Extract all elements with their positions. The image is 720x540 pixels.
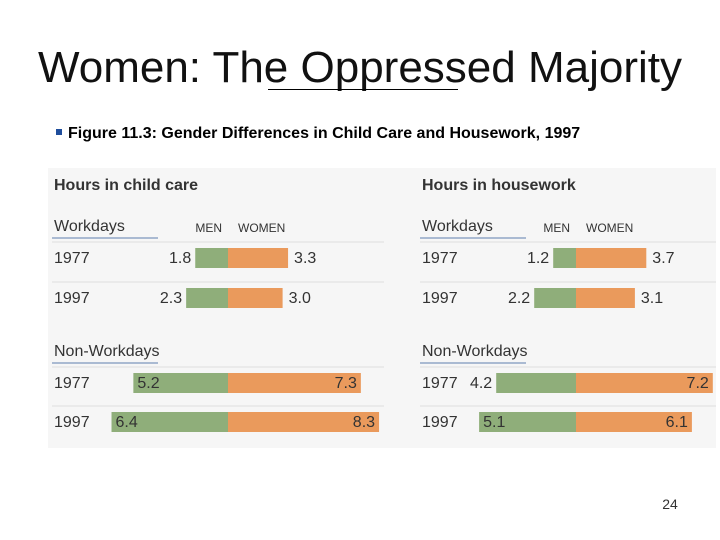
- hours-in-child-care-workdays-women-value: 3.0: [289, 290, 311, 307]
- gender-differences-chart: Hours in child care Workdays MEN WOMEN 1977 1…: [52, 177, 720, 432]
- hours-in-housework-non-workdays-year-label: 1997: [422, 414, 458, 431]
- hours-in-housework-workdays-men-value: 2.2: [508, 290, 530, 307]
- hours-in-child-care-women-column-label: WOMEN: [238, 221, 285, 235]
- figure-area: Hours in child care Workdays MEN WOMEN 1977 1…: [48, 168, 720, 448]
- hours-in-child-care-non-workdays-label: Non-Workdays: [54, 343, 160, 360]
- hours-in-housework-title: Hours in housework: [422, 177, 576, 194]
- hours-in-housework-non-workdays-men-bar: [496, 373, 576, 393]
- hours-in-housework-workdays-women-value: 3.7: [652, 250, 674, 267]
- hours-in-housework-workdays-men-bar: [534, 288, 576, 308]
- hours-in-housework-workdays-women-bar: [576, 248, 647, 268]
- hours-in-housework-non-workdays-men-value: 5.1: [483, 414, 505, 431]
- hours-in-child-care-non-workdays-men-value: 5.2: [137, 375, 159, 392]
- hours-in-child-care-workdays-men-value: 2.3: [160, 290, 182, 307]
- hours-in-child-care-workdays-men-value: 1.8: [169, 250, 191, 267]
- page-number: 24: [662, 496, 678, 512]
- hours-in-housework-workdays-year-label: 1997: [422, 290, 458, 307]
- hours-in-child-care-workdays-women-bar: [228, 288, 283, 308]
- bullet-marker: [56, 129, 62, 135]
- hours-in-housework-non-workdays-women-bar: [576, 412, 692, 432]
- slide-title: Women: The Oppressed Majority: [38, 43, 682, 92]
- hours-in-housework-workdays-men-bar: [553, 248, 576, 268]
- hours-in-housework-workdays-label: Workdays: [422, 218, 493, 235]
- hours-in-housework-non-workdays-year-label: 1977: [422, 375, 458, 392]
- hours-in-housework-non-workdays-label: Non-Workdays: [422, 343, 528, 360]
- hours-in-child-care-non-workdays-men-bar: [111, 412, 228, 432]
- hours-in-child-care-non-workdays-women-bar: [228, 412, 380, 432]
- hours-in-child-care-non-workdays-year-label: 1977: [54, 375, 90, 392]
- hours-in-housework-workdays-men-value: 1.2: [527, 250, 549, 267]
- hours-in-child-care-men-column-label: MEN: [195, 221, 222, 235]
- hours-in-housework-non-workdays-women-bar: [576, 373, 713, 393]
- hours-in-child-care-workdays-year-label: 1977: [54, 250, 90, 267]
- hours-in-child-care-non-workdays-year-label: 1997: [54, 414, 90, 431]
- hours-in-housework-non-workdays-men-value: 4.2: [470, 375, 492, 392]
- hours-in-housework-workdays-women-value: 3.1: [641, 290, 663, 307]
- hours-in-child-care-non-workdays-women-bar: [228, 373, 361, 393]
- hours-in-housework-women-column-label: WOMEN: [586, 221, 633, 235]
- hours-in-child-care-workdays-women-value: 3.3: [294, 250, 316, 267]
- hours-in-housework-men-column-label: MEN: [543, 221, 570, 235]
- hours-in-child-care-title: Hours in child care: [54, 177, 198, 194]
- hours-in-housework-workdays-year-label: 1977: [422, 250, 458, 267]
- figure-caption-text: Figure 11.3: Gender Differences in Child…: [68, 125, 581, 142]
- hours-in-child-care-workdays-women-bar: [228, 248, 289, 268]
- hours-in-child-care-non-workdays-men-value: 6.4: [116, 414, 138, 431]
- hours-in-child-care-non-workdays-men-bar: [133, 373, 228, 393]
- hours-in-child-care-workdays-men-bar: [186, 288, 228, 308]
- figure-caption: Figure 11.3: Gender Differences in Child…: [56, 124, 580, 144]
- hours-in-housework-non-workdays-women-value: 7.2: [687, 375, 709, 392]
- title-underline: [268, 89, 458, 90]
- hours-in-housework-non-workdays-women-value: 6.1: [666, 414, 688, 431]
- hours-in-child-care-workdays-year-label: 1997: [54, 290, 90, 307]
- hours-in-housework-workdays-women-bar: [576, 288, 635, 308]
- hours-in-child-care-workdays-label: Workdays: [54, 218, 125, 235]
- hours-in-child-care-non-workdays-women-value: 7.3: [335, 375, 357, 392]
- hours-in-housework-non-workdays-men-bar: [479, 412, 576, 432]
- hours-in-child-care-non-workdays-women-value: 8.3: [353, 414, 375, 431]
- hours-in-child-care-workdays-men-bar: [195, 248, 228, 268]
